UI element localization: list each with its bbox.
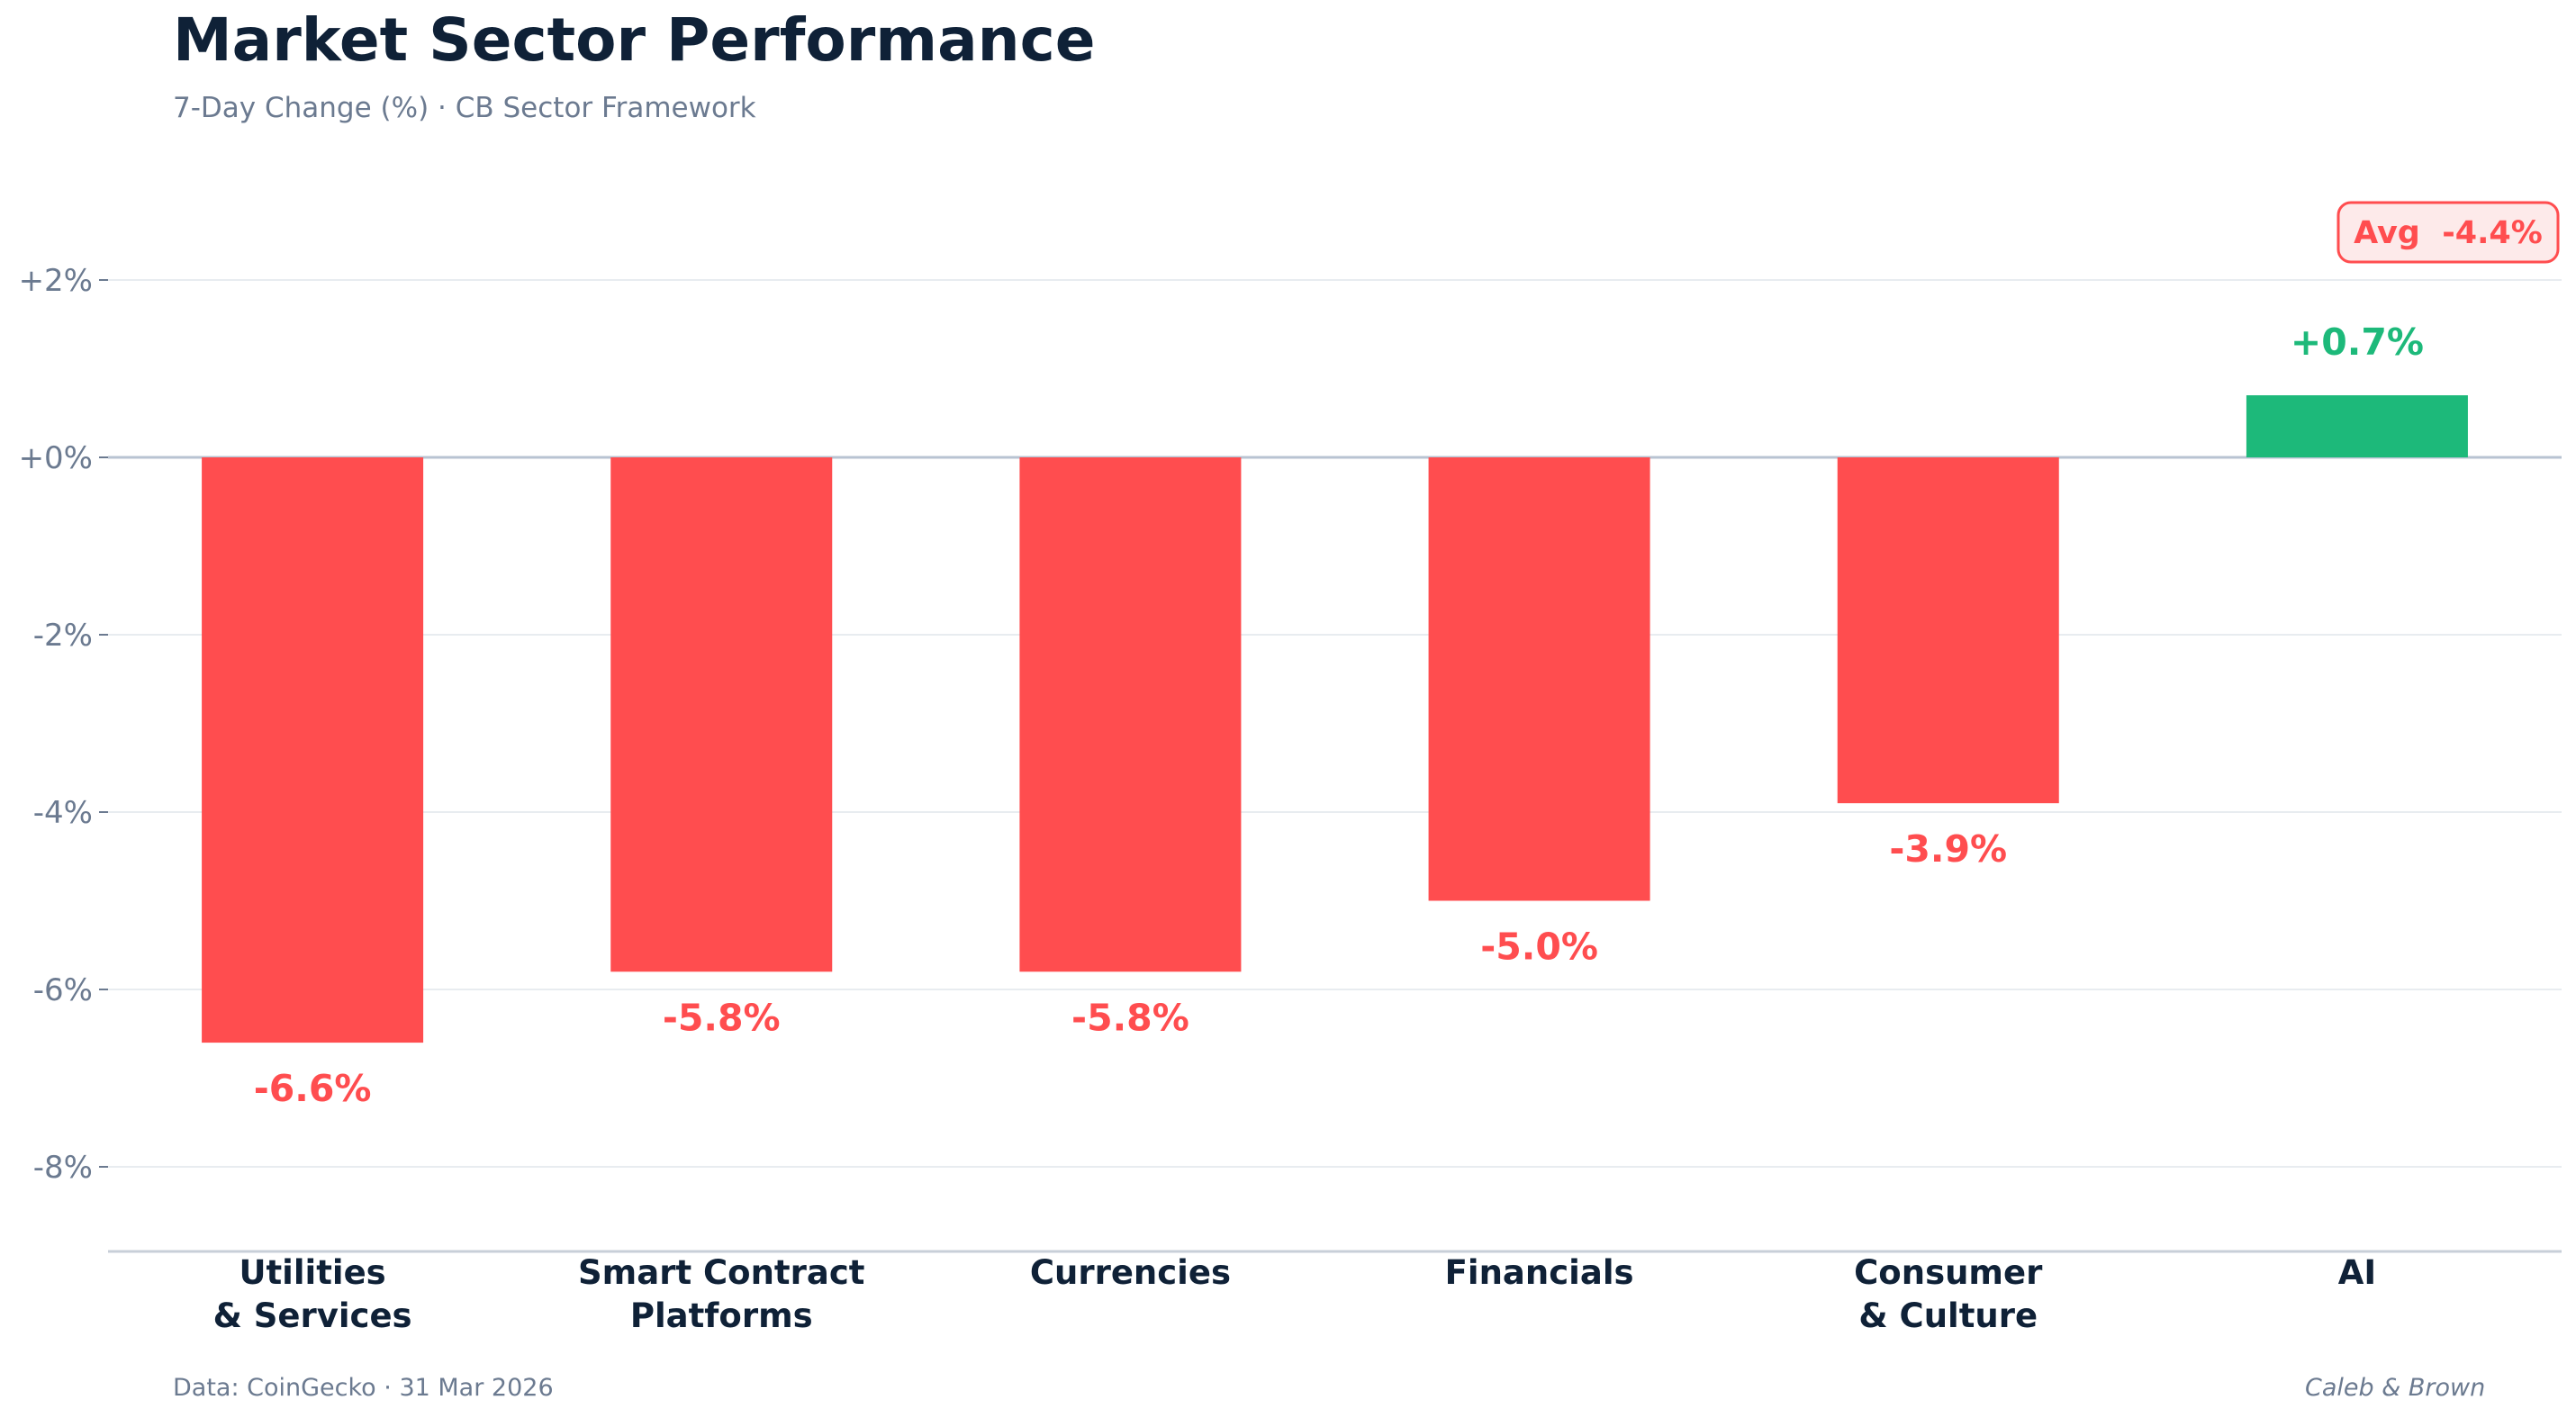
average-label: Avg -4.4% bbox=[2354, 215, 2543, 251]
x-tick-label: Smart Contract Platforms bbox=[578, 1253, 864, 1335]
bar bbox=[2246, 395, 2468, 457]
bar-value-label: -5.8% bbox=[1071, 996, 1189, 1039]
y-tick-label: -2% bbox=[33, 618, 93, 654]
bar-value-label: -6.6% bbox=[254, 1067, 372, 1110]
x-tick-label: Currencies bbox=[1030, 1253, 1231, 1292]
average-badge bbox=[2336, 201, 2560, 264]
y-tick-label: -4% bbox=[33, 795, 93, 831]
y-tick-label: +0% bbox=[19, 440, 93, 476]
bar bbox=[1019, 457, 1242, 972]
bar bbox=[610, 457, 833, 972]
bar-value-label: -5.8% bbox=[663, 996, 781, 1039]
x-tick-label: AI bbox=[2338, 1253, 2376, 1292]
data-source-note: Data: CoinGecko · 31 Mar 2026 bbox=[173, 1374, 554, 1402]
y-tick-label: +2% bbox=[19, 263, 93, 299]
bar bbox=[1837, 457, 2059, 804]
bar-value-label: -3.9% bbox=[1889, 827, 2007, 871]
x-tick-label: Consumer & Culture bbox=[1854, 1253, 2043, 1335]
x-tick-label: Utilities & Services bbox=[213, 1253, 412, 1335]
x-tick-label: Financials bbox=[1445, 1253, 1634, 1292]
chart-title: Market Sector Performance bbox=[173, 5, 1096, 75]
bar-value-label: +0.7% bbox=[2291, 321, 2424, 364]
y-tick-label: -8% bbox=[33, 1150, 93, 1186]
bar bbox=[1428, 457, 1650, 901]
author-credit: Caleb & Brown bbox=[2305, 1374, 2486, 1402]
bar-value-label: -5.0% bbox=[1480, 926, 1598, 969]
y-tick-label: -6% bbox=[33, 972, 93, 1008]
chart-subtitle: 7-Day Change (%) · CB Sector Framework bbox=[173, 92, 756, 124]
bar bbox=[202, 457, 424, 1043]
